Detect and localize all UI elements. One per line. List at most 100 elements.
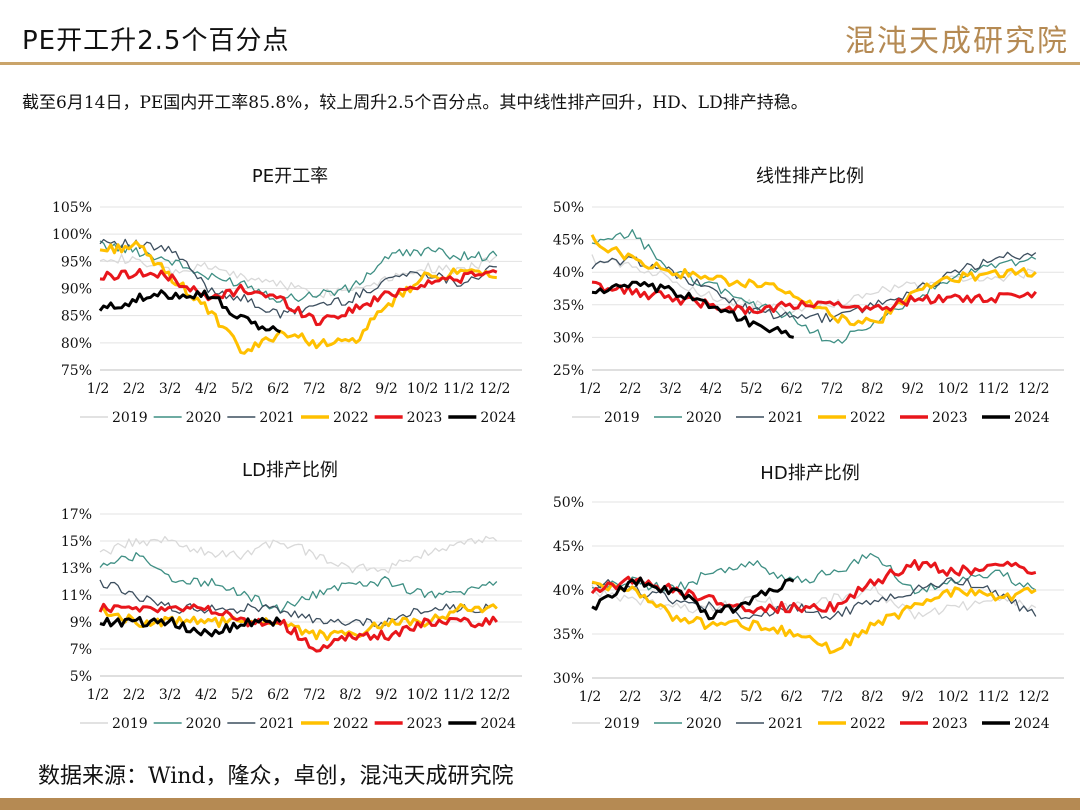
- series-line-2024: [591, 280, 795, 339]
- legend-label-2022: 2022: [333, 716, 369, 732]
- x-tick-label: 9/2: [901, 689, 924, 705]
- y-tick-label: 15%: [61, 534, 92, 550]
- legend-label-2019: 2019: [112, 410, 148, 426]
- y-tick-label: 40%: [553, 583, 584, 599]
- y-tick-label: 11%: [61, 588, 92, 604]
- x-tick-label: 3/2: [159, 687, 182, 703]
- legend-label-2022: 2022: [333, 410, 369, 426]
- x-tick-label: 8/2: [339, 687, 362, 703]
- series-line-2024: [591, 576, 795, 621]
- legend-label-2024: 2024: [1014, 716, 1050, 732]
- x-tick-label: 6/2: [780, 381, 803, 397]
- source-note: 数据来源：Wind，隆众，卓创，混沌天成研究院: [38, 764, 514, 789]
- x-tick-label: 12/2: [479, 381, 510, 397]
- x-tick-label: 10/2: [937, 689, 968, 705]
- x-tick-label: 5/2: [231, 687, 254, 703]
- x-tick-label: 7/2: [821, 689, 844, 705]
- y-tick-label: 9%: [70, 615, 92, 631]
- legend-label-2021: 2021: [768, 716, 804, 732]
- x-tick-label: 4/2: [195, 381, 218, 397]
- x-tick-label: 11/2: [978, 381, 1009, 397]
- x-tick-label: 7/2: [821, 381, 844, 397]
- y-tick-label: 13%: [61, 561, 92, 577]
- y-tick-label: 50%: [553, 200, 584, 216]
- y-tick-label: 75%: [61, 363, 92, 379]
- y-tick-label: 40%: [553, 265, 584, 281]
- legend-label-2020: 2020: [686, 410, 722, 426]
- y-tick-label: 100%: [52, 227, 92, 243]
- legend-label-2021: 2021: [259, 410, 295, 426]
- legend-label-2021: 2021: [768, 410, 804, 426]
- x-tick-label: 7/2: [303, 381, 326, 397]
- x-tick-label: 11/2: [443, 381, 474, 397]
- y-tick-label: 85%: [61, 309, 92, 325]
- x-tick-label: 9/2: [375, 381, 398, 397]
- legend-label-2022: 2022: [850, 716, 886, 732]
- x-tick-label: 9/2: [375, 687, 398, 703]
- series-line-2022: [99, 240, 497, 355]
- x-tick-label: 4/2: [700, 381, 723, 397]
- x-tick-label: 5/2: [231, 381, 254, 397]
- y-tick-label: 30%: [553, 671, 584, 687]
- legend-label-2024: 2024: [1014, 410, 1050, 426]
- series-line-2021: [592, 577, 1037, 621]
- series-line-2024: [99, 616, 282, 638]
- series-line-2023: [99, 268, 498, 327]
- legend-label-2023: 2023: [407, 410, 443, 426]
- page-title: PE开工升2.5个百分点: [22, 26, 290, 56]
- y-tick-label: 30%: [553, 330, 584, 346]
- series-line-2020: [99, 240, 498, 303]
- series-line-2019: [99, 253, 498, 299]
- y-tick-label: 35%: [553, 627, 584, 643]
- brand-logo: 混沌天成研究院: [845, 24, 1069, 59]
- y-tick-label: 35%: [553, 298, 584, 314]
- series-line-2022: [591, 580, 1037, 655]
- x-tick-label: 1/2: [579, 381, 602, 397]
- x-tick-label: 2/2: [123, 687, 146, 703]
- y-tick-label: 80%: [61, 336, 92, 352]
- legend-label-2024: 2024: [480, 716, 516, 732]
- series-line-2024: [98, 289, 281, 334]
- series-line-2023: [591, 280, 1037, 315]
- y-tick-label: 50%: [553, 495, 584, 511]
- x-tick-label: 3/2: [659, 381, 682, 397]
- y-tick-label: 90%: [61, 282, 92, 298]
- legend-label-2021: 2021: [259, 716, 295, 732]
- x-tick-label: 6/2: [267, 381, 290, 397]
- x-tick-label: 10/2: [937, 381, 968, 397]
- series-line-2021: [99, 579, 498, 628]
- series-line-2023: [98, 602, 498, 653]
- x-tick-label: 5/2: [740, 689, 763, 705]
- x-tick-label: 8/2: [861, 381, 884, 397]
- x-tick-label: 8/2: [861, 689, 884, 705]
- x-tick-label: 2/2: [619, 381, 642, 397]
- x-tick-label: 9/2: [901, 381, 924, 397]
- y-tick-label: 45%: [553, 539, 584, 555]
- chart-title: LD排产比例: [242, 460, 338, 481]
- legend-label-2020: 2020: [186, 716, 222, 732]
- x-tick-label: 2/2: [619, 689, 642, 705]
- series-line-2019: [99, 535, 498, 574]
- x-tick-label: 8/2: [339, 381, 362, 397]
- chart-title: HD排产比例: [760, 463, 859, 484]
- legend-label-2019: 2019: [112, 716, 148, 732]
- x-tick-label: 12/2: [1018, 381, 1049, 397]
- chart-title: 线性排产比例: [756, 166, 864, 187]
- legend-label-2023: 2023: [932, 410, 968, 426]
- summary-text: 截至6月14日，PE国内开工率85.8%，较上周升2.5个百分点。其中线性排产回…: [22, 93, 808, 113]
- y-tick-label: 95%: [61, 254, 92, 270]
- y-tick-label: 7%: [70, 642, 92, 658]
- legend-label-2019: 2019: [604, 716, 640, 732]
- header-divider: [0, 62, 1080, 65]
- legend-label-2024: 2024: [480, 410, 516, 426]
- x-tick-label: 5/2: [740, 381, 763, 397]
- legend-label-2022: 2022: [850, 410, 886, 426]
- x-tick-label: 3/2: [159, 381, 182, 397]
- footer-bar: [0, 798, 1080, 810]
- x-tick-label: 11/2: [978, 689, 1009, 705]
- x-tick-label: 10/2: [407, 381, 438, 397]
- y-tick-label: 105%: [52, 200, 92, 216]
- legend-label-2020: 2020: [686, 716, 722, 732]
- x-tick-label: 6/2: [780, 689, 803, 705]
